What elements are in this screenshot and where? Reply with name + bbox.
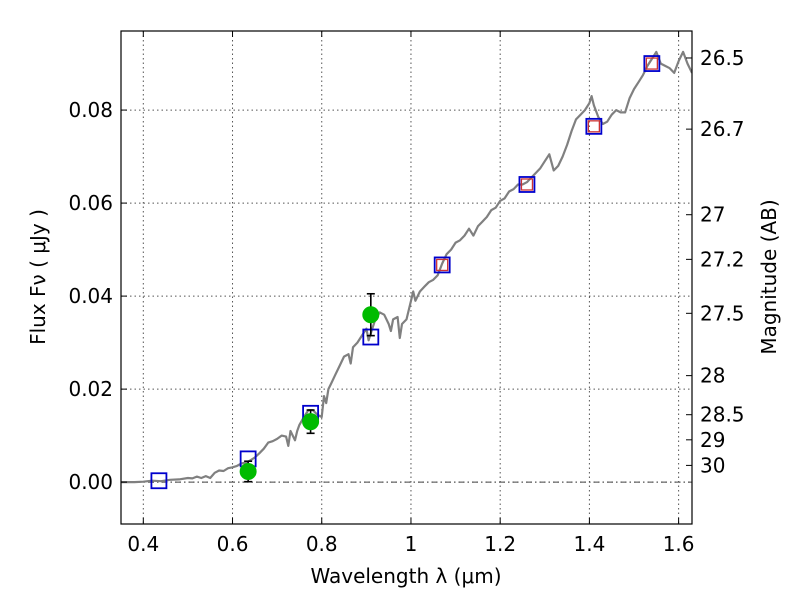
right-tick-label: 28 (700, 364, 725, 388)
right-tick-label: 27.2 (700, 247, 745, 271)
red-square-marker (587, 120, 601, 133)
x-tick-label: 1 (405, 532, 418, 556)
right-tick-label: 26.5 (700, 46, 745, 70)
red-square-marker (520, 178, 534, 191)
plot-content (121, 50, 692, 490)
x-tick-label: 0.8 (306, 532, 338, 556)
right-tick-label: 27 (700, 203, 725, 227)
y-tick-label: 0.02 (68, 377, 113, 401)
x-axis-title: Wavelength λ (μm) (310, 564, 501, 588)
blue-square-marker (433, 256, 451, 274)
x-tick-label: 1.2 (484, 532, 516, 556)
blue-square-marker (585, 117, 603, 135)
x-tick-label: 0.6 (217, 532, 249, 556)
y-axis-title: Flux Fν ( μJy ) (26, 209, 50, 345)
tick-labels: 0.4 0.6 0.8 1 1.2 1.4 1.6 0.00 0.02 0.04 0.06 0.08 2… (68, 46, 744, 556)
right-tick-label: 29 (700, 428, 725, 452)
right-tick-label: 28.5 (700, 403, 745, 427)
right-tick-label: 27.5 (700, 301, 745, 325)
blue-square-marker (150, 472, 168, 490)
plot-frame (120, 30, 693, 525)
x-tick-label: 1.4 (573, 532, 605, 556)
model-spectrum-line (121, 50, 692, 484)
y-tick-label: 0.06 (68, 191, 113, 215)
y-tick-label: 0.04 (68, 284, 113, 308)
x-tick-label: 1.6 (663, 532, 695, 556)
grid-lines (121, 31, 692, 524)
right-tick-label: 30 (700, 453, 725, 477)
y-tick-label: 0.08 (68, 98, 113, 122)
blue-square-marker (643, 55, 661, 72)
y-tick-label: 0.00 (68, 470, 113, 494)
green-circle-marker (239, 462, 257, 480)
right-axis-title: Magnitude (AB) (757, 199, 781, 354)
red-square-marker (436, 258, 449, 272)
tick-marks (121, 31, 692, 524)
right-tick-label: 26.7 (700, 117, 745, 141)
blue-square-marker (518, 176, 536, 193)
green-circle-marker (302, 413, 320, 431)
red-square-marker (645, 57, 659, 70)
green-circle-marker (362, 306, 380, 324)
x-tick-label: 0.4 (127, 532, 159, 556)
